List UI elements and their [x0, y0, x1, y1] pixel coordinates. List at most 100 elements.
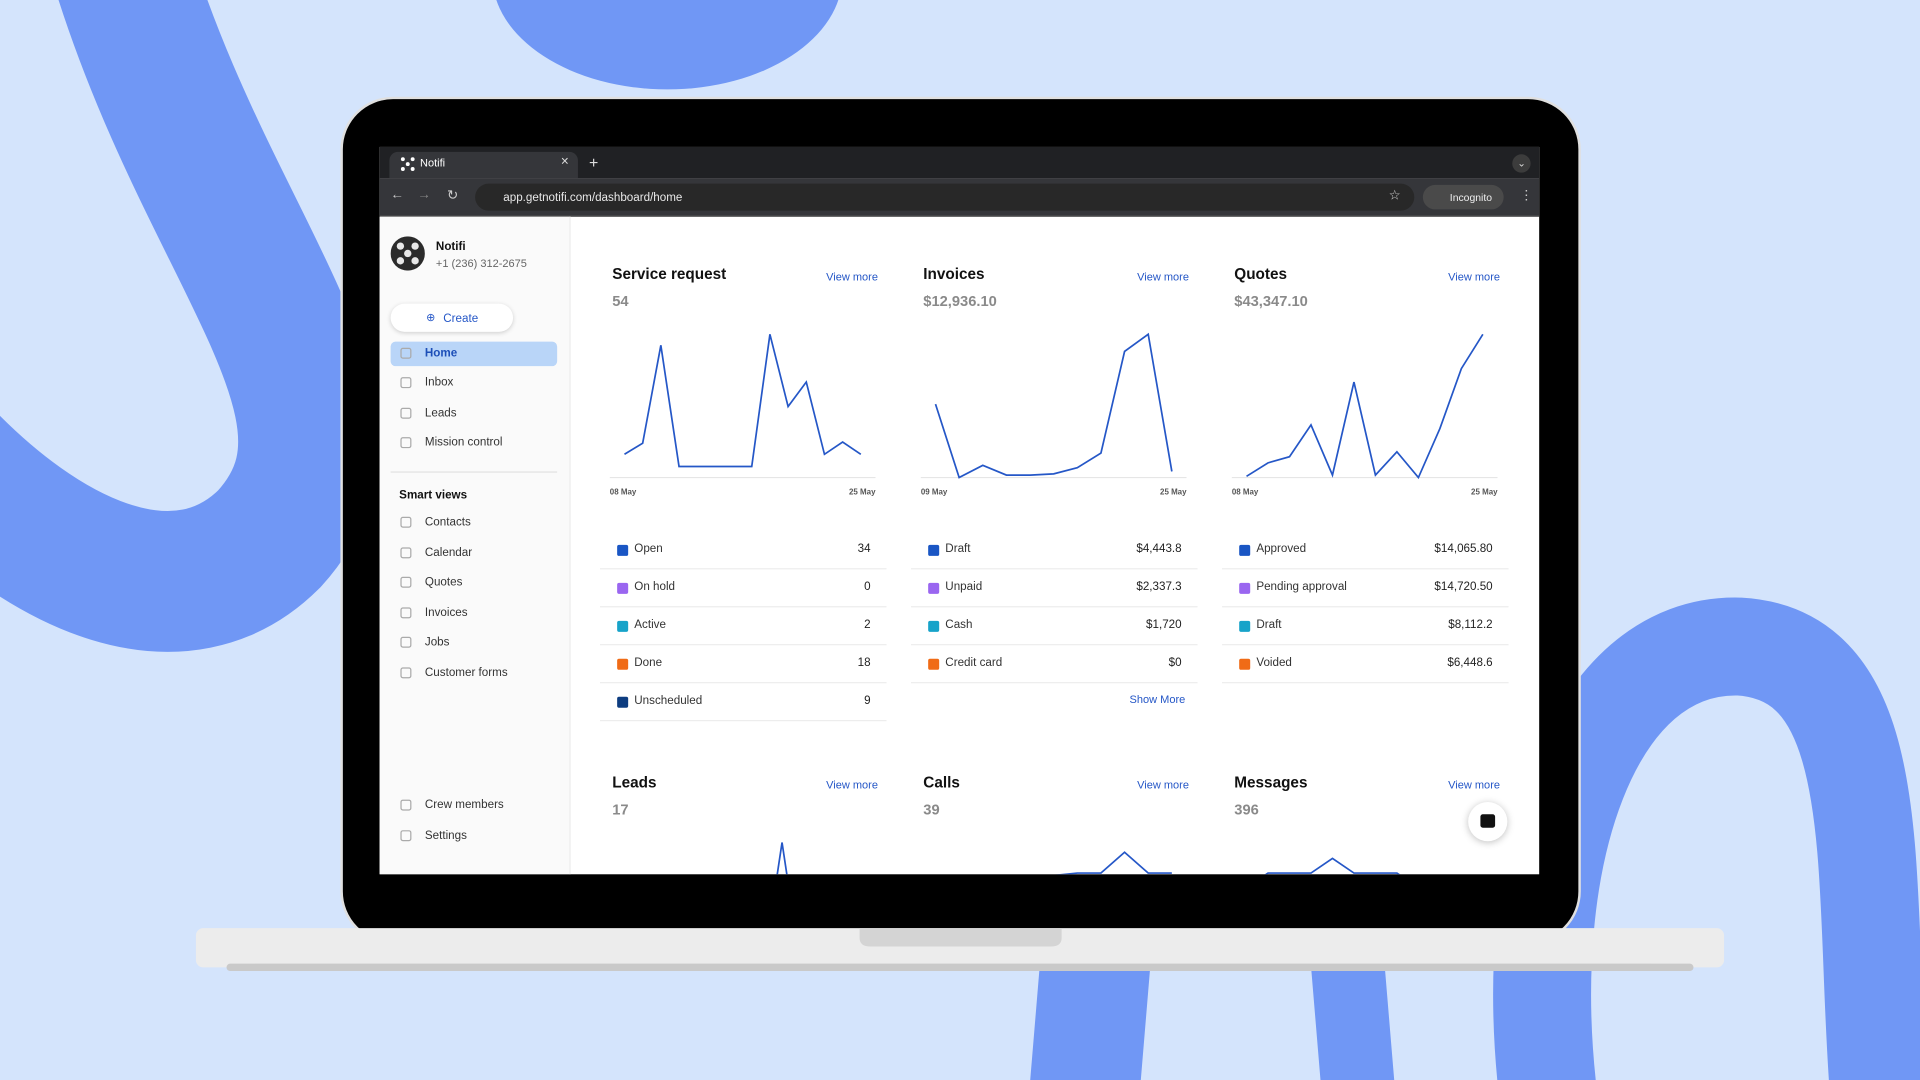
card-title: Messages [1234, 773, 1308, 792]
card-total: 54 [612, 292, 629, 310]
x-label: 09 May [921, 488, 948, 497]
nav-icon [400, 347, 412, 359]
avatar [390, 236, 425, 271]
row-value: $8,112.2 [1448, 618, 1493, 632]
sparkline-path [1264, 857, 1401, 875]
url-bar[interactable] [475, 183, 1415, 211]
smart-view-item[interactable]: Customer forms [424, 666, 508, 680]
legend-swatch [617, 658, 629, 670]
legend-swatch [928, 620, 940, 632]
nav-icon [400, 637, 412, 649]
back[interactable]: ← [390, 187, 405, 203]
view-more[interactable]: View more [1448, 270, 1501, 283]
sparkline [1057, 851, 1172, 875]
sparkline-path [1246, 333, 1484, 480]
row-divider [600, 606, 887, 608]
row-label: On hold [634, 580, 676, 594]
row-divider [600, 568, 887, 570]
x-label: 08 May [610, 488, 637, 497]
smart-view-item[interactable]: Invoices [424, 605, 468, 620]
row-divider [1222, 606, 1509, 608]
favicon [400, 157, 415, 171]
row-divider [1222, 644, 1509, 646]
show-more[interactable]: Show More [1129, 693, 1186, 706]
tab-title: Notifi [420, 156, 446, 169]
row-label: Credit card [945, 656, 1003, 670]
sparkline-path [776, 842, 788, 875]
row-divider [600, 682, 887, 684]
nav-icon [400, 377, 412, 389]
smart-view-item[interactable]: Calendar [424, 545, 473, 560]
nav-icon [400, 516, 412, 528]
legend-swatch [617, 544, 629, 556]
x-label: 25 May [849, 488, 876, 497]
profile-pill[interactable] [1422, 184, 1504, 210]
menu[interactable]: ⋮ [1519, 188, 1534, 204]
tab[interactable] [389, 151, 578, 179]
view-more[interactable]: View more [826, 270, 878, 283]
view-more[interactable]: View more [826, 778, 878, 792]
footer-nav-item[interactable]: Crew members [424, 798, 504, 812]
card-total: $43,347.10 [1234, 292, 1308, 310]
row-divider [600, 644, 887, 646]
tab-close[interactable]: × [560, 154, 569, 169]
view-more[interactable]: View more [1137, 270, 1189, 283]
create-button[interactable] [390, 303, 514, 332]
row-divider [1222, 568, 1509, 570]
smart-view-item[interactable]: Jobs [424, 635, 450, 650]
row-label: Done [634, 656, 663, 670]
row-divider [1222, 682, 1509, 684]
row-value: $4,443.8 [1136, 542, 1182, 556]
row-label: Unpaid [945, 580, 983, 594]
sparkline: 08 May 25 May [1231, 333, 1498, 497]
footer-nav-item[interactable]: Settings [424, 828, 467, 843]
sparkline [1264, 857, 1401, 875]
nav-icon [400, 407, 412, 419]
row-label: Pending approval [1256, 580, 1347, 594]
legend-swatch [928, 582, 940, 594]
nav-icon [400, 830, 412, 842]
bookmark[interactable]: ☆ [1388, 188, 1401, 204]
view-more[interactable]: View more [1448, 778, 1501, 792]
smart-view-item[interactable]: Contacts [424, 515, 471, 529]
nav-item[interactable]: Mission control [424, 435, 503, 450]
url: app.getnotifi.com/dashboard/home [503, 191, 683, 205]
org-name: Notifi [435, 240, 466, 254]
legend-swatch [617, 620, 629, 632]
row-divider [911, 568, 1198, 570]
smart-views-title: Smart views [399, 488, 468, 503]
nav-icon [400, 667, 412, 679]
row-value: 18 [857, 656, 871, 670]
nav-item[interactable]: Home [424, 346, 458, 361]
row-divider [600, 720, 887, 722]
card-total: 396 [1234, 800, 1259, 818]
card-title: Invoices [923, 265, 985, 283]
legend-swatch [1239, 544, 1251, 556]
row-divider [911, 644, 1198, 646]
card-total: 17 [612, 800, 629, 818]
row-divider [911, 682, 1198, 684]
card-total: 39 [923, 800, 940, 818]
tab-menu[interactable]: ⌄ [1512, 154, 1531, 173]
new-tab[interactable]: + [588, 153, 599, 172]
row-value: $1,720 [1146, 618, 1182, 632]
forward[interactable]: → [417, 187, 432, 203]
smart-view-item[interactable]: Quotes [424, 575, 463, 590]
reload[interactable]: ↻ [446, 188, 459, 204]
row-value: $2,337.3 [1136, 580, 1182, 594]
sparkline [776, 842, 788, 875]
nav-item[interactable]: Leads [424, 406, 457, 421]
row-value: 34 [857, 542, 871, 556]
nav-item[interactable]: Inbox [424, 375, 454, 390]
card-title: Leads [612, 773, 657, 792]
view-more[interactable]: View more [1137, 778, 1189, 792]
laptop-base [195, 928, 1725, 968]
sparkline-path [934, 332, 1173, 479]
nav-icon [400, 799, 412, 811]
x-label: 08 May [1232, 488, 1259, 497]
legend-swatch [1239, 582, 1251, 594]
profile: Incognito [1449, 191, 1493, 204]
